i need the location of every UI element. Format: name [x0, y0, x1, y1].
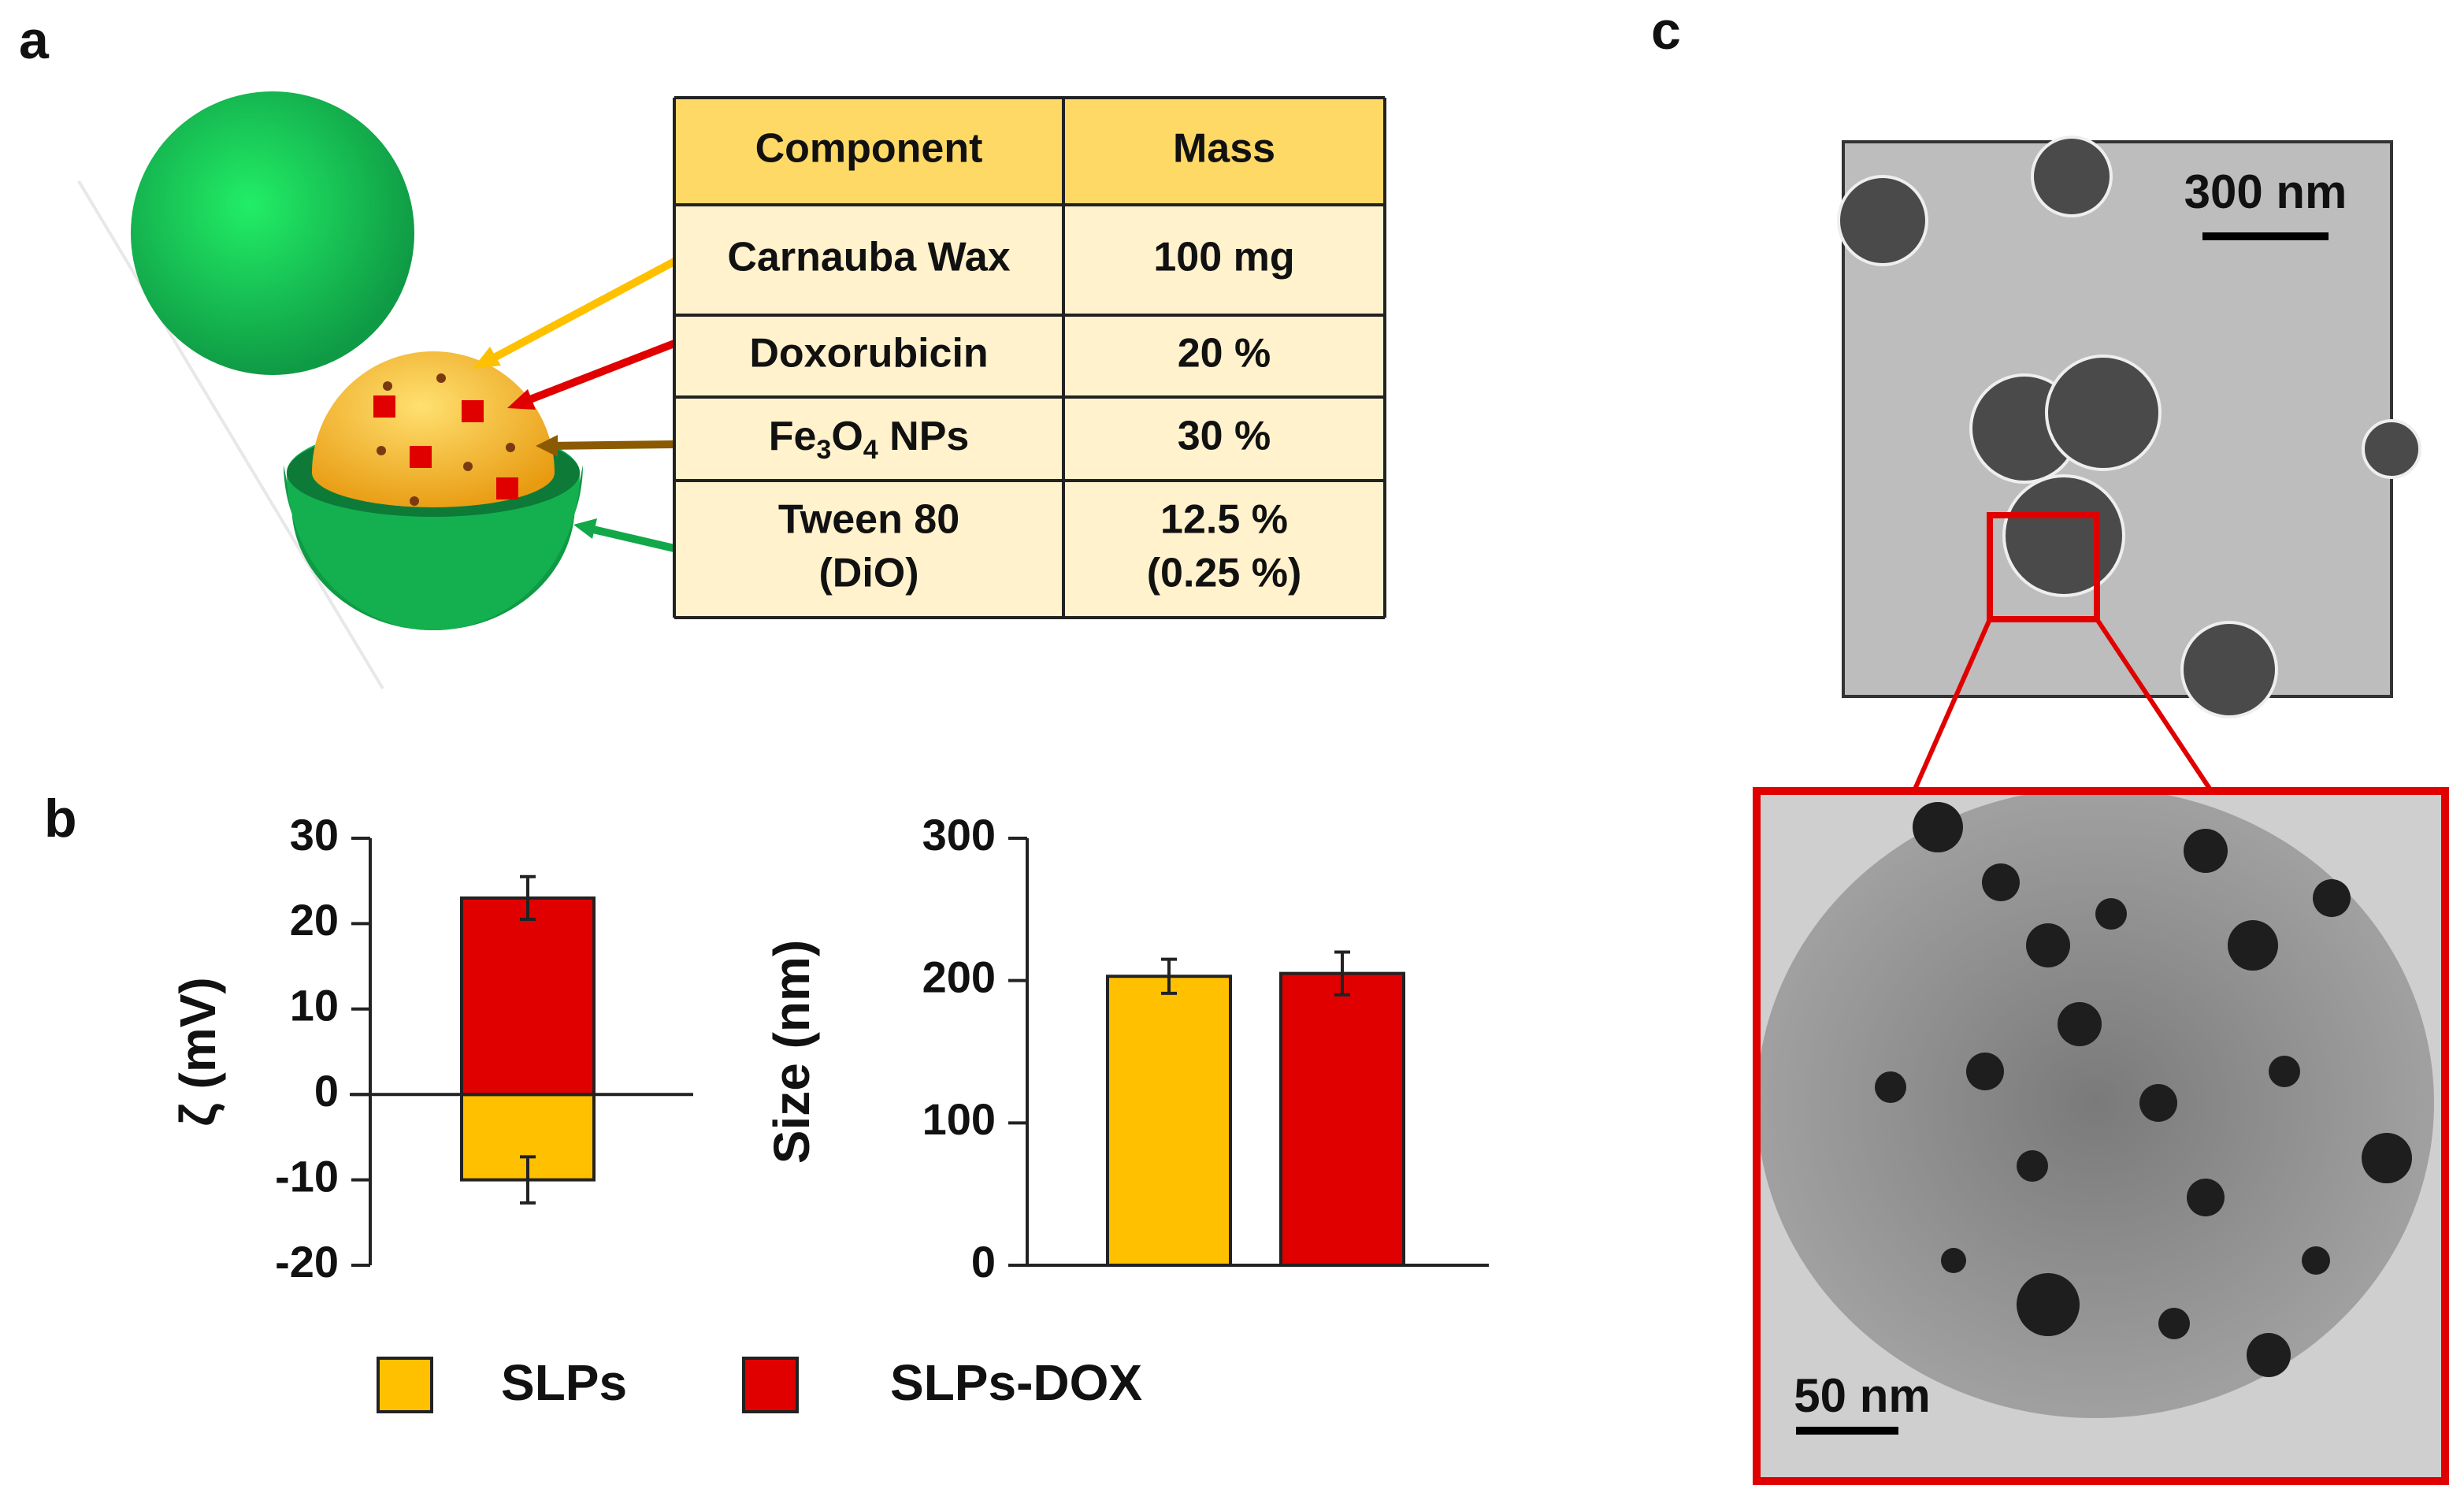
y-axis-label: Size (nm) — [763, 940, 820, 1164]
table-cell: Fe3O4 NPs — [769, 414, 970, 465]
table-cell: 12.5 % — [1160, 497, 1288, 543]
y-tick-label: -20 — [275, 1237, 339, 1287]
cell-text: NPs — [878, 414, 970, 459]
legend-label: SLPs-DOX — [890, 1354, 1142, 1411]
composition-table: Component Mass Carnauba Wax 100 mg Doxorubic… — [673, 96, 1386, 619]
table-cell: 100 mg — [1153, 235, 1294, 280]
charts: -20 -10 0 10 20 30 ζ (mV) 0 100 200 300 Size (nm) — [169, 810, 1489, 1287]
legend: SLPs SLPs-DOX — [377, 1354, 1142, 1413]
error-bar — [1161, 957, 1177, 995]
subscript: 3 — [816, 435, 831, 465]
error-bar — [520, 1155, 536, 1205]
bar — [460, 896, 596, 1097]
legend-swatch — [742, 1357, 799, 1413]
table-cell: (0.25 %) — [1147, 551, 1302, 596]
y-axis-label: ζ (mV) — [169, 977, 226, 1126]
y-tick-label: 100 — [922, 1094, 996, 1144]
panel-label: c — [1651, 1, 1681, 61]
panel-label: b — [44, 789, 77, 848]
table-cell: (DiO) — [818, 551, 918, 596]
table-cell: Doxorubicin — [749, 331, 988, 377]
scale-bar-label: 300 nm — [2184, 165, 2347, 218]
error-bar — [1334, 950, 1350, 997]
legend-label: SLPs — [501, 1354, 627, 1411]
tem-images: 300 nm 50 nm — [1753, 136, 2449, 1485]
scale-bar-label: 50 nm — [1794, 1369, 1930, 1422]
legend-swatch — [377, 1357, 433, 1413]
y-tick-label: 30 — [290, 810, 339, 860]
table-cell: 20 % — [1178, 331, 1271, 377]
table-cell: Carnauba Wax — [727, 235, 1010, 280]
table-cell: 30 % — [1178, 414, 1271, 459]
table-cell: Tween 80 — [778, 497, 959, 543]
table-header: Mass — [1173, 126, 1275, 172]
y-tick-label: 200 — [922, 952, 996, 1001]
bar — [1106, 975, 1232, 1268]
y-tick-label: -10 — [275, 1151, 339, 1201]
table-header: Component — [755, 126, 983, 172]
y-tick-label: 0 — [314, 1066, 339, 1116]
y-tick-label: 0 — [971, 1237, 996, 1287]
bar — [1279, 971, 1405, 1267]
panel-label: a — [19, 10, 50, 70]
particle-illustration — [77, 91, 677, 690]
y-tick-label: 300 — [922, 810, 996, 860]
y-tick-label: 20 — [290, 895, 339, 945]
cell-text: O — [831, 414, 863, 459]
y-tick-label: 10 — [290, 981, 339, 1030]
error-bar — [520, 874, 536, 921]
cell-text: Fe — [769, 414, 817, 459]
table-header-bg — [674, 98, 1385, 205]
table-body-bg — [674, 205, 1385, 618]
subscript: 4 — [863, 435, 878, 465]
